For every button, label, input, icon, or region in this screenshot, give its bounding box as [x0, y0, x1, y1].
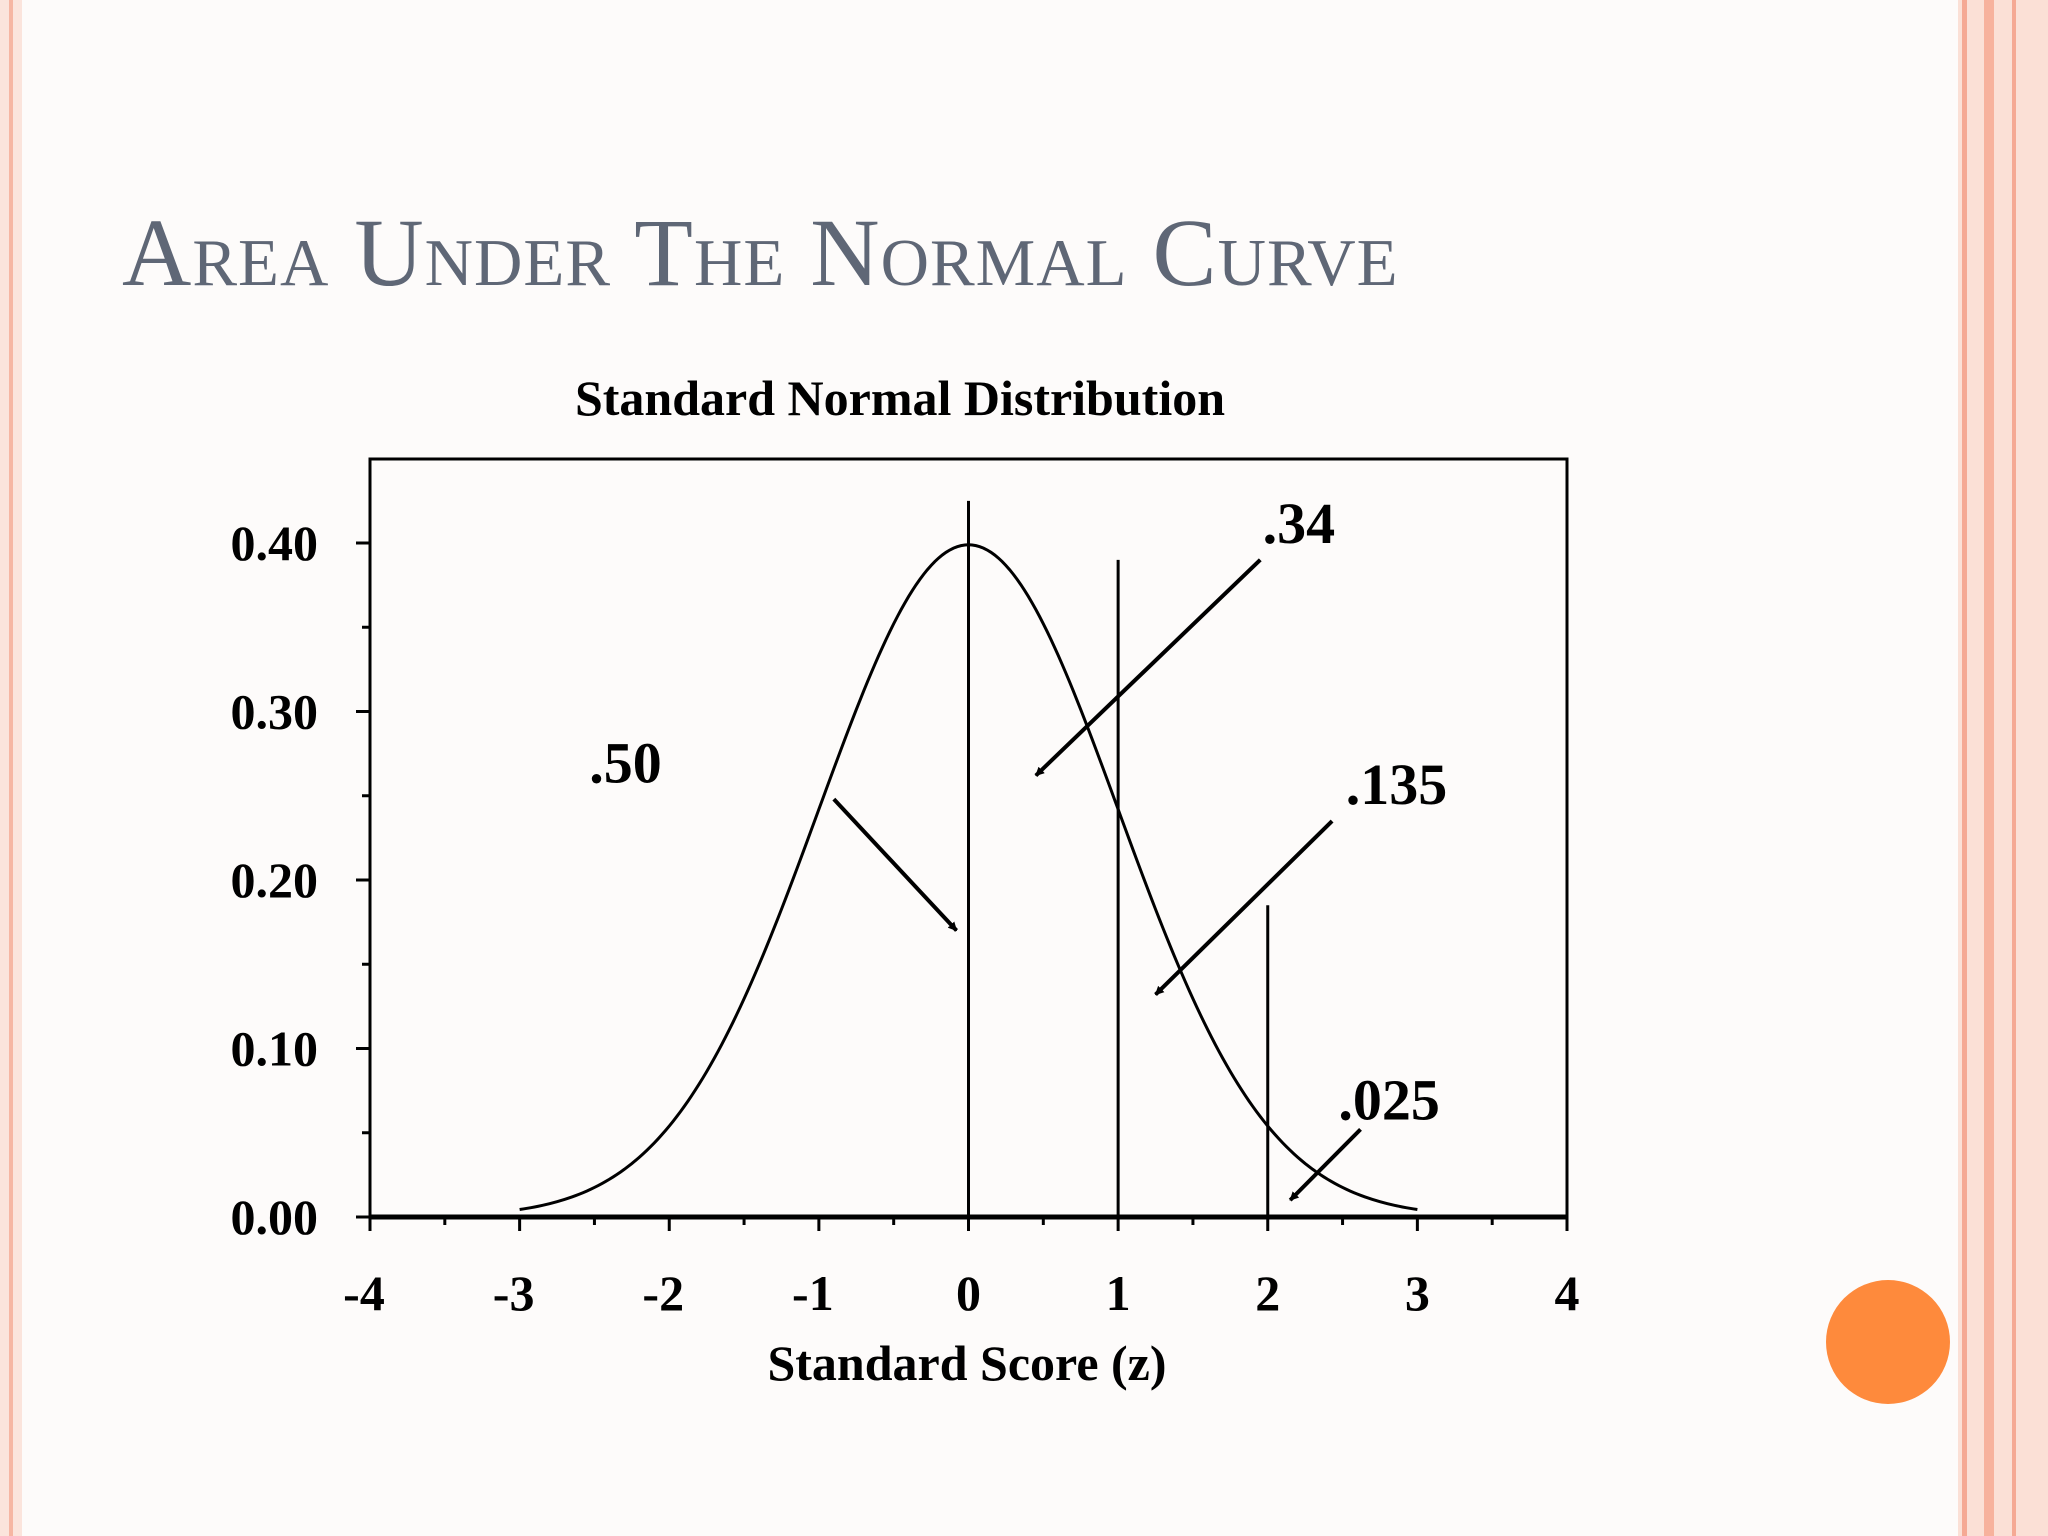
- slide-border-right-line-2: [1984, 0, 1994, 1536]
- x-tick-label: -1: [792, 1265, 834, 1321]
- decorative-orange-dot: [1826, 1280, 1950, 1404]
- y-tick-label: 0.10: [231, 1021, 319, 1077]
- slide-border-right-line-3: [2012, 0, 2016, 1536]
- x-tick-label: 3: [1405, 1265, 1430, 1321]
- x-tick-label: -2: [642, 1265, 684, 1321]
- x-tick-label: -4: [343, 1265, 385, 1321]
- x-tick-label: 2: [1255, 1265, 1280, 1321]
- annotation-label: .50: [589, 730, 662, 795]
- annotation-label: .025: [1338, 1067, 1440, 1132]
- slide-border-right: [1958, 0, 2048, 1536]
- slide-title: Area Under The Normal Curve: [122, 199, 1399, 306]
- slide-border-right-line-1: [1962, 0, 1967, 1536]
- y-tick-label: 0.20: [231, 852, 319, 908]
- y-tick-label: 0.30: [231, 684, 319, 740]
- y-tick-label: 0.40: [231, 515, 319, 571]
- y-tick-label: 0.00: [231, 1189, 319, 1245]
- annotation-arrow: [1034, 558, 1262, 777]
- annotation-arrow: [1288, 1127, 1362, 1202]
- annotation-arrow: [1154, 819, 1334, 997]
- annotation-label: .34: [1263, 491, 1336, 556]
- annotation-arrow: [832, 797, 958, 932]
- chart-title: Standard Normal Distribution: [575, 370, 1225, 426]
- x-tick-label: -3: [493, 1265, 535, 1321]
- x-tick-label: 1: [1106, 1265, 1131, 1321]
- x-axis-label: Standard Score (z): [767, 1335, 1166, 1391]
- x-tick-label: 4: [1555, 1265, 1580, 1321]
- x-tick-label: 0: [956, 1265, 981, 1321]
- annotation-label: .135: [1346, 752, 1448, 817]
- plot-layer: 0.00 0.10 0.20 0.30 0.40 -4 -3 -2 -1 0 1 2 3 4 .50 .34.…: [231, 491, 1580, 1321]
- slide-border-left-line: [9, 0, 13, 1536]
